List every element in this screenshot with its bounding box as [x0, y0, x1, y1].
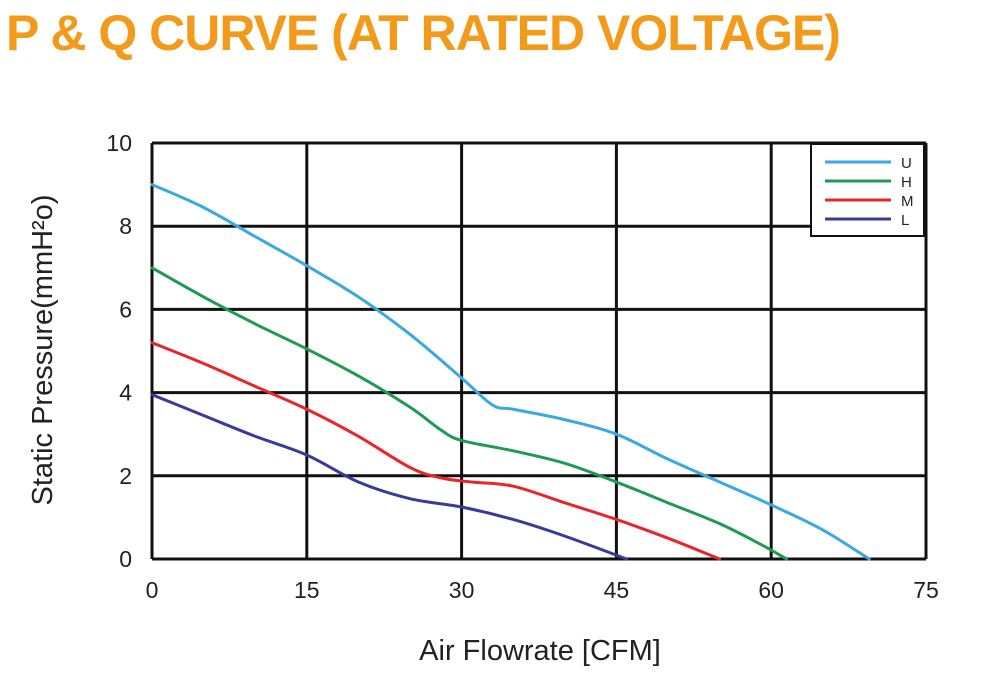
y-tick-label: 10	[106, 130, 132, 156]
series-layer	[150, 183, 871, 561]
x-tick-label: 30	[449, 577, 475, 603]
y-axis-label: Static Pressure(mmH²o)	[27, 195, 59, 506]
y-tick-label: 6	[119, 296, 132, 322]
x-tick-label: 0	[146, 577, 159, 603]
legend-label-l: L	[901, 212, 909, 229]
y-tick-label: 8	[119, 213, 132, 239]
grid-layer	[150, 141, 928, 561]
x-axis-label: Air Flowrate [CFM]	[419, 635, 661, 667]
legend-label-u: U	[901, 155, 912, 172]
y-tick-label: 4	[119, 380, 132, 406]
y-tick-label: 0	[119, 546, 132, 572]
series-line-l	[150, 393, 629, 561]
series-line-m	[150, 341, 722, 561]
legend-label-h: H	[901, 174, 912, 191]
x-tick-label: 60	[758, 577, 784, 603]
x-tick-label: 45	[604, 577, 630, 603]
legend-box	[810, 143, 925, 237]
x-tick-label: 15	[294, 577, 320, 603]
x-tick-label: 75	[913, 577, 939, 603]
series-line-h	[150, 266, 789, 561]
tick-labels: 0 15 30 45 60 75 0 2 4 6 8 10	[106, 130, 938, 603]
chart-title: P & Q CURVE (AT RATED VOLTAGE)	[6, 5, 841, 61]
series-line-u	[150, 183, 871, 561]
legend-label-m: M	[901, 193, 914, 210]
y-tick-label: 2	[119, 463, 132, 489]
